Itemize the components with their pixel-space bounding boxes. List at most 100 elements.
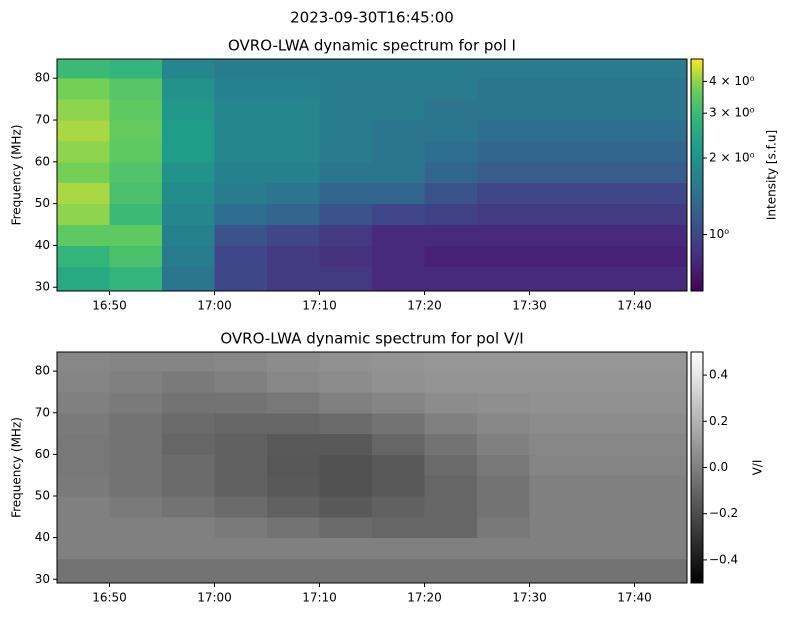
heatmap-cell — [634, 537, 688, 559]
heatmap-cell — [162, 140, 215, 163]
heatmap-cell — [477, 433, 530, 455]
heatmap-cell — [424, 266, 478, 292]
heatmap-cell — [477, 475, 530, 497]
heatmap-cell — [477, 516, 530, 539]
heatmap-cell — [109, 475, 163, 497]
y-tick-label: 80 — [35, 364, 50, 378]
plot-frame — [56, 58, 688, 292]
heatmap-cell — [319, 99, 373, 121]
heatmap-cell — [109, 120, 163, 142]
heatmap-cell — [319, 140, 373, 163]
heatmap-cell — [372, 558, 425, 584]
heatmap-cell — [529, 475, 583, 497]
heatmap-cell — [424, 99, 478, 121]
x-tick-label: 16:50 — [92, 299, 127, 313]
heatmap-cell — [109, 203, 163, 226]
heatmap-cell — [57, 475, 110, 497]
heatmap-cell — [372, 140, 425, 163]
heatmap-cell — [582, 78, 635, 100]
heatmap-cell — [582, 59, 635, 79]
heatmap-cell — [267, 558, 320, 584]
heatmap-cell — [214, 245, 268, 267]
heatmap-cell — [267, 516, 320, 539]
heatmap-cell — [214, 352, 268, 372]
colorbar-tick-label: −0.4 — [709, 552, 738, 566]
heatmap-cell — [529, 391, 583, 414]
heatmap-cell — [267, 475, 320, 497]
y-tick-label: 40 — [35, 238, 50, 252]
heatmap-cell — [424, 182, 478, 205]
heatmap-cell — [372, 78, 425, 100]
heatmap-cell — [477, 412, 530, 435]
heatmap-cell — [162, 475, 215, 497]
heatmap-cell — [477, 245, 530, 267]
heatmap-cell — [529, 266, 583, 292]
heatmap-cell — [109, 516, 163, 539]
heatmap-cell — [214, 371, 268, 393]
heatmap-cell — [109, 161, 163, 184]
heatmap-cell — [477, 99, 530, 121]
heatmap-cell — [529, 224, 583, 246]
heatmap-cell — [372, 224, 425, 246]
heatmap-cell — [57, 224, 110, 246]
heatmap-cell — [477, 352, 530, 372]
heatmap-cell — [634, 224, 688, 246]
heatmap-cell — [162, 352, 215, 372]
y-tick-label: 60 — [35, 447, 50, 461]
heatmap-cell — [57, 412, 110, 435]
heatmap-cell — [267, 59, 320, 79]
heatmap-cell — [582, 433, 635, 455]
x-tick-label: 17:20 — [407, 299, 442, 313]
heatmap-cell — [424, 496, 478, 518]
heatmap-cell — [214, 99, 268, 121]
heatmap-cell — [582, 412, 635, 435]
colorbar-tick-label: 2 × 10⁰ — [709, 150, 755, 164]
heatmap-cell — [372, 203, 425, 226]
heatmap-cell — [57, 371, 110, 393]
heatmap-cell — [477, 224, 530, 246]
heatmap-cell — [634, 516, 688, 539]
x-tick-label: 16:50 — [92, 591, 127, 605]
heatmap-cell — [582, 558, 635, 584]
heatmap-cell — [634, 475, 688, 497]
heatmap-cell — [529, 182, 583, 205]
heatmap-cell — [162, 537, 215, 559]
heatmap-cell — [424, 558, 478, 584]
heatmap-cell — [582, 371, 635, 393]
heatmap-cell — [582, 266, 635, 292]
heatmap-cell — [319, 433, 373, 455]
heatmap-cell — [109, 558, 163, 584]
heatmap-cell — [267, 99, 320, 121]
x-tick-label: 17:30 — [512, 591, 547, 605]
heatmap-cell — [372, 516, 425, 539]
heatmap-cell — [424, 371, 478, 393]
heatmap-cell — [214, 412, 268, 435]
heatmap-cell — [214, 475, 268, 497]
heatmap-cell — [162, 203, 215, 226]
heatmap-cell — [372, 352, 425, 372]
heatmap-cell — [634, 433, 688, 455]
heatmap-cell — [372, 412, 425, 435]
heatmap-cell — [477, 120, 530, 142]
heatmap-cell — [372, 391, 425, 414]
heatmap-cell — [372, 161, 425, 184]
heatmap-cell — [634, 496, 688, 518]
heatmap-cell — [267, 454, 320, 476]
heatmap-cell — [372, 120, 425, 142]
heatmap-cell — [424, 161, 478, 184]
heatmap-cell — [162, 245, 215, 267]
heatmap-cell — [477, 78, 530, 100]
colorbar-tick-label: 0.0 — [709, 460, 728, 474]
heatmap-cell — [424, 140, 478, 163]
heatmap-cell — [477, 371, 530, 393]
y-tick-label: 50 — [35, 489, 50, 503]
heatmap-cell — [319, 391, 373, 414]
heatmap-cell — [267, 391, 320, 414]
heatmap-cell — [267, 245, 320, 267]
heatmap-cell — [529, 352, 583, 372]
heatmap-cell — [424, 475, 478, 497]
heatmap-cell — [57, 161, 110, 184]
heatmap-cell — [57, 391, 110, 414]
heatmap-cell — [214, 182, 268, 205]
